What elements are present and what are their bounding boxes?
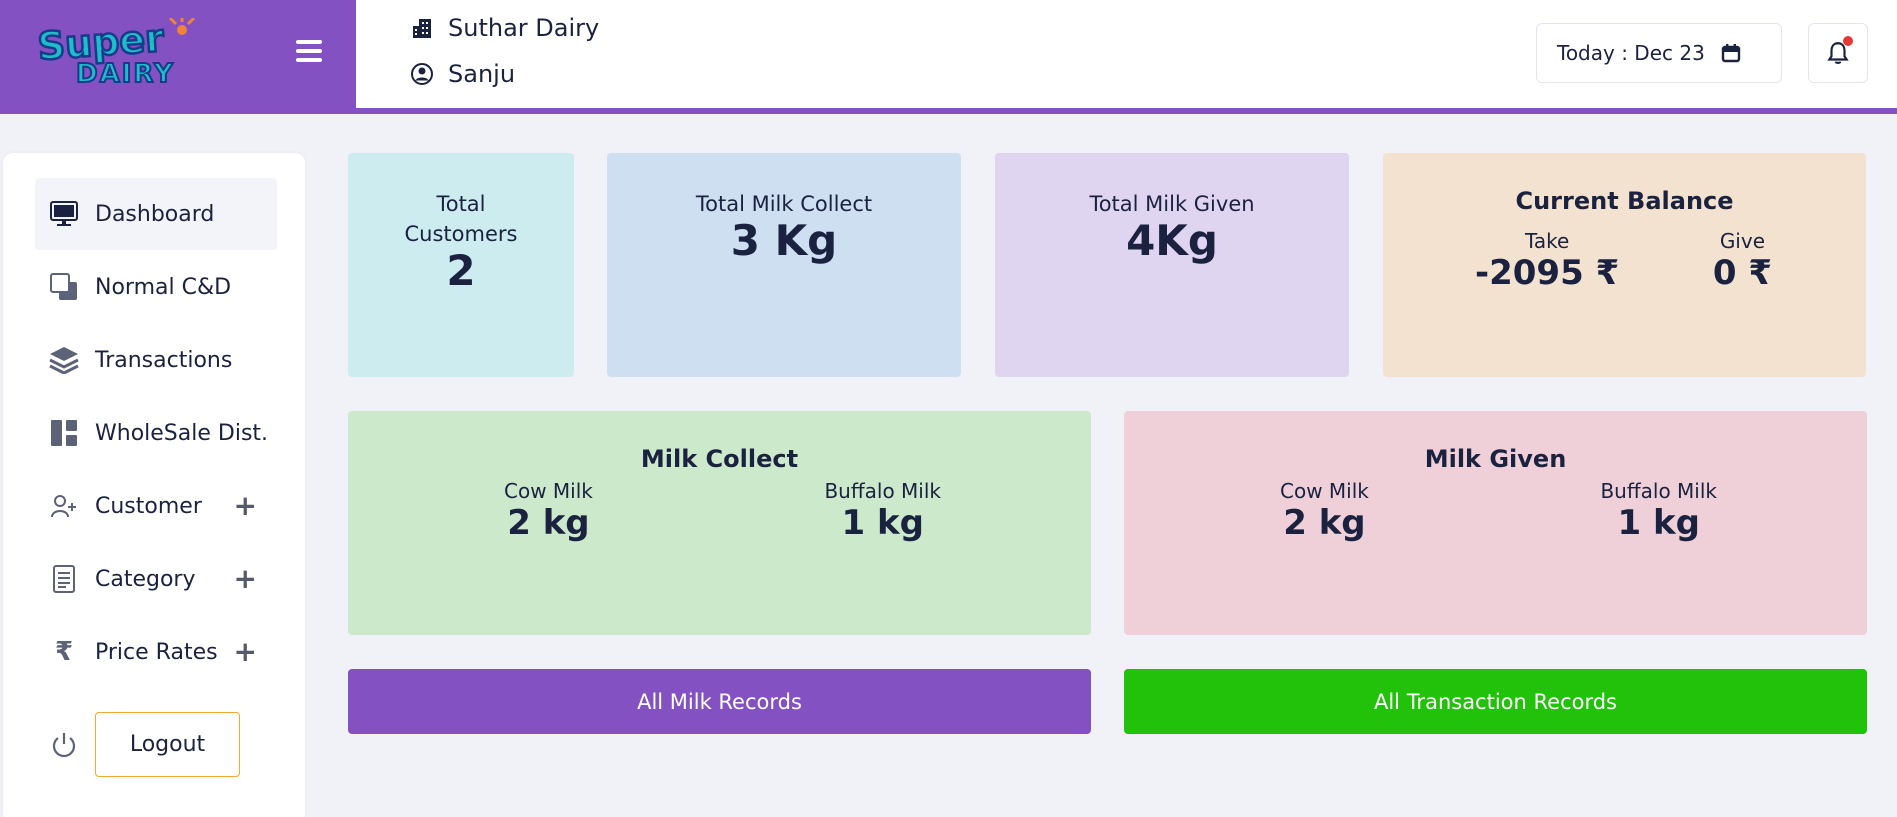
expand-plus-icon[interactable]: + — [233, 489, 257, 522]
milk-collect-card: Milk Collect Cow Milk 2 kg Buffalo Milk … — [348, 411, 1091, 635]
buffalo-milk-label: Buffalo Milk — [824, 479, 941, 503]
buffalo-milk-value: 1 kg — [841, 503, 924, 543]
notification-dot — [1843, 36, 1853, 46]
sidebar: Dashboard Normal C&D Transactions — [3, 153, 305, 817]
calendar-icon — [1721, 44, 1741, 63]
sidebar-item-label: Category — [95, 566, 196, 592]
notifications-button[interactable] — [1808, 23, 1868, 83]
collect-cow: Cow Milk 2 kg — [504, 479, 593, 543]
date-picker[interactable]: Today : Dec 23 — [1536, 23, 1782, 83]
svg-text:DAIRY: DAIRY — [76, 59, 175, 89]
super-dairy-logo[interactable]: Super DAIRY — [30, 18, 230, 90]
dairy-name-row: Suthar Dairy — [410, 14, 599, 42]
sidebar-item-wholesale[interactable]: WholeSale Dist. — [35, 397, 277, 469]
user-circle-icon — [411, 63, 433, 85]
milk-given-value: 4Kg — [1126, 216, 1218, 265]
give-value: 0 ₹ — [1712, 253, 1772, 293]
logout-row: Logout — [35, 712, 240, 777]
sidebar-item-category[interactable]: Category + — [35, 543, 277, 615]
brand-panel: Super DAIRY — [0, 0, 356, 114]
milk-collect-label: Total Milk Collect — [695, 192, 873, 216]
sidebar-item-label: Normal C&D — [95, 274, 232, 300]
monitor-icon — [50, 201, 78, 226]
given-buffalo: Buffalo Milk 1 kg — [1600, 479, 1717, 543]
give-label: Give — [1719, 229, 1766, 253]
sidebar-item-price-rates[interactable]: ₹ Price Rates + — [35, 616, 277, 688]
customers-label-line2: Customers — [404, 222, 518, 246]
balance-take: Take -2095 ₹ — [1475, 229, 1619, 293]
customers-value: 2 — [446, 246, 476, 295]
user-plus-icon — [51, 495, 76, 518]
copy-icon — [50, 273, 77, 300]
rupee-icon: ₹ — [54, 637, 74, 667]
buffalo-milk-label: Buffalo Milk — [1600, 479, 1717, 503]
given-cow: Cow Milk 2 kg — [1280, 479, 1369, 543]
cow-milk-label: Cow Milk — [1280, 479, 1369, 503]
take-value: -2095 ₹ — [1475, 253, 1620, 293]
total-customers-card: Total Customers 2 — [348, 153, 574, 377]
top-header: Super DAIRY Suthar Dairy Sanju Today : D — [0, 0, 1897, 114]
document-icon — [53, 565, 75, 593]
logout-button[interactable]: Logout — [95, 712, 240, 777]
total-milk-given-card: Total Milk Given 4Kg — [995, 153, 1349, 377]
collect-buffalo: Buffalo Milk 1 kg — [824, 479, 941, 543]
dairy-name: Suthar Dairy — [448, 14, 600, 42]
buffalo-milk-value: 1 kg — [1617, 503, 1700, 543]
expand-plus-icon[interactable]: + — [233, 635, 257, 668]
sidebar-item-label: WholeSale Dist. — [95, 420, 269, 446]
svg-text:Super: Super — [36, 18, 165, 69]
all-milk-records-button[interactable]: All Milk Records — [348, 669, 1091, 734]
sidebar-item-customer[interactable]: Customer + — [35, 470, 277, 542]
hamburger-menu-icon[interactable] — [296, 40, 322, 68]
expand-plus-icon[interactable]: + — [233, 562, 257, 595]
sidebar-item-label: Customer — [95, 493, 202, 519]
cow-milk-value: 2 kg — [507, 503, 590, 543]
milk-given-label: Total Milk Given — [1089, 192, 1255, 216]
milk-given-card: Milk Given Cow Milk 2 kg Buffalo Milk 1 … — [1124, 411, 1867, 635]
balance-give: Give 0 ₹ — [1713, 229, 1772, 293]
user-name: Sanju — [448, 60, 516, 88]
building-icon — [413, 19, 431, 38]
milk-collect-title: Milk Collect — [640, 445, 799, 473]
layout-icon — [51, 420, 77, 446]
customers-label-line1: Total — [436, 192, 486, 216]
current-balance-card: Current Balance Take -2095 ₹ Give 0 ₹ — [1383, 153, 1866, 377]
sidebar-item-normal-cd[interactable]: Normal C&D — [35, 251, 277, 323]
sidebar-item-label: Transactions — [95, 347, 233, 373]
cow-milk-value: 2 kg — [1283, 503, 1366, 543]
bell-icon — [1827, 42, 1849, 64]
sidebar-item-dashboard[interactable]: Dashboard — [35, 178, 277, 250]
date-label: Today : Dec 23 — [1557, 41, 1705, 65]
balance-title: Current Balance — [1515, 187, 1734, 215]
all-transaction-records-button[interactable]: All Transaction Records — [1124, 669, 1867, 734]
power-icon — [52, 732, 76, 757]
user-name-row: Sanju — [410, 60, 515, 88]
total-milk-collect-card: Total Milk Collect 3 Kg — [607, 153, 961, 377]
sidebar-item-label: Dashboard — [95, 201, 215, 227]
milk-given-title: Milk Given — [1424, 445, 1567, 473]
layers-icon — [49, 347, 79, 374]
take-label: Take — [1524, 229, 1570, 253]
sidebar-item-label: Price Rates — [95, 639, 218, 665]
cow-milk-label: Cow Milk — [504, 479, 593, 503]
sidebar-item-transactions[interactable]: Transactions — [35, 324, 277, 396]
milk-collect-value: 3 Kg — [730, 216, 838, 265]
